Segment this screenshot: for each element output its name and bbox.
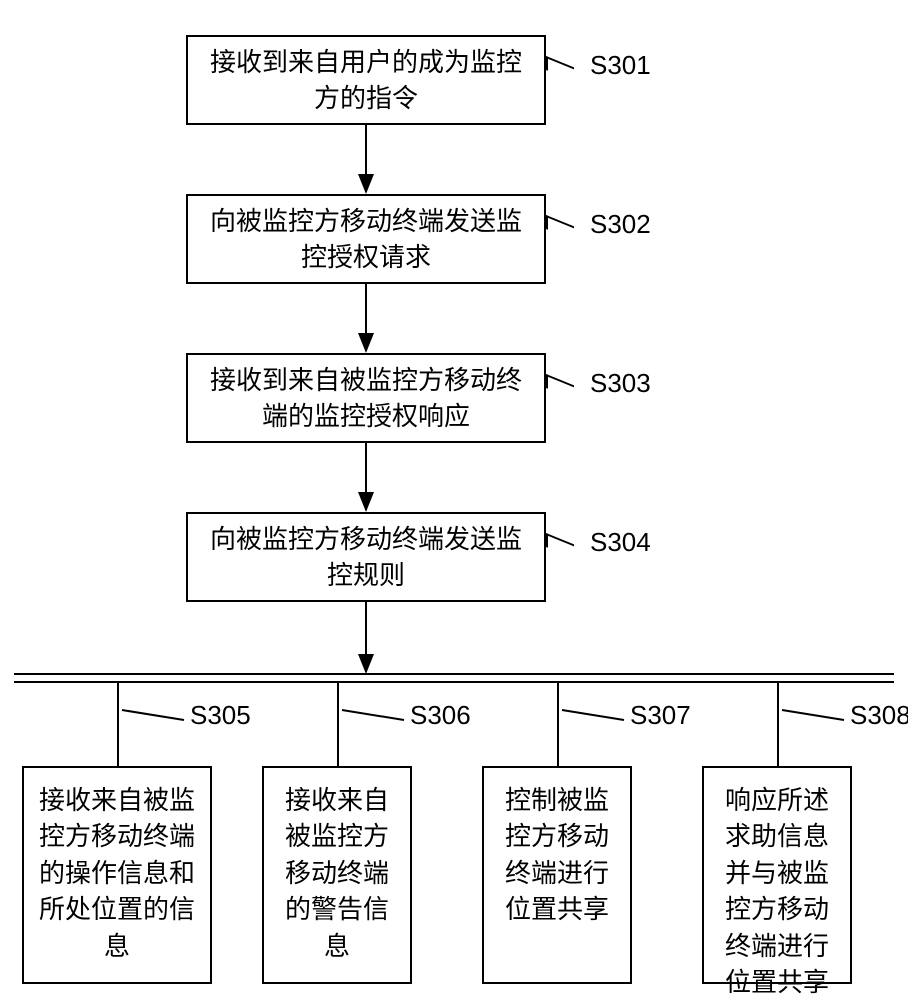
branch-box-S307: 控制被监控方移动终端进行位置共享: [482, 766, 632, 984]
branch-text-line: 并与被监: [725, 855, 829, 891]
branch-text-line: 终端进行: [505, 855, 609, 891]
step-box-S304: 向被监控方移动终端发送监控规则: [186, 512, 546, 602]
branch-box-S308: 响应所述求助信息并与被监控方移动终端进行位置共享: [702, 766, 852, 984]
branch-text-line: 控制被监: [505, 782, 609, 818]
branch-text-line: 移动终端: [285, 855, 389, 891]
branch-text-line: 的警告信: [285, 891, 389, 927]
branch-label: S305: [190, 700, 251, 731]
branch-text-line: 接收来自: [285, 782, 389, 818]
step-box-S301: 接收到来自用户的成为监控方的指令: [186, 35, 546, 125]
branch-text-line: 终端进行: [725, 928, 829, 964]
branch-text-line: 求助信息: [725, 818, 829, 854]
branch-text-line: 被监控方: [285, 818, 389, 854]
branch-box-S306: 接收来自被监控方移动终端的警告信息: [262, 766, 412, 984]
leader-tick: [546, 56, 574, 81]
branch-label: S308: [850, 700, 908, 731]
branch-text-line: 所处位置的信: [39, 891, 195, 927]
leader-tick: [546, 215, 574, 240]
step-text-line: 接收到来自被监控方移动终: [210, 362, 522, 398]
step-label: S302: [590, 209, 651, 240]
branch-text-line: 响应所述: [725, 782, 829, 818]
step-text-line: 接收到来自用户的成为监控: [210, 44, 522, 80]
branch-label: S306: [410, 700, 471, 731]
step-text-line: 向被监控方移动终端发送监: [210, 203, 522, 239]
branch-text-line: 位置共享: [505, 891, 609, 927]
step-box-S302: 向被监控方移动终端发送监控授权请求: [186, 194, 546, 284]
step-text-line: 控规则: [210, 557, 522, 593]
branch-text-line: 位置共享: [725, 964, 829, 1000]
branch-text-line: 息: [39, 928, 195, 964]
branch-text-line: 的操作信息和: [39, 855, 195, 891]
step-text-line: 端的监控授权响应: [210, 398, 522, 434]
branch-text-line: 控方移动: [725, 891, 829, 927]
branch-label: S307: [630, 700, 691, 731]
step-label: S301: [590, 50, 651, 81]
flowchart-canvas: 接收到来自用户的成为监控方的指令 S301 向被监控方移动终端发送监控授权请求 S30…: [0, 0, 908, 1000]
branch-text-line: 控方移动终端: [39, 818, 195, 854]
leader-tick: [546, 374, 574, 399]
branch-box-S305: 接收来自被监控方移动终端的操作信息和所处位置的信息: [22, 766, 212, 984]
step-text-line: 向被监控方移动终端发送监: [210, 521, 522, 557]
branch-text-line: 接收来自被监: [39, 782, 195, 818]
step-label: S304: [590, 527, 651, 558]
step-label: S303: [590, 368, 651, 399]
branch-text-line: 控方移动: [505, 818, 609, 854]
step-box-S303: 接收到来自被监控方移动终端的监控授权响应: [186, 353, 546, 443]
step-text-line: 控授权请求: [210, 239, 522, 275]
leader-tick: [546, 533, 574, 558]
step-text-line: 方的指令: [210, 80, 522, 116]
branch-text-line: 息: [285, 928, 389, 964]
